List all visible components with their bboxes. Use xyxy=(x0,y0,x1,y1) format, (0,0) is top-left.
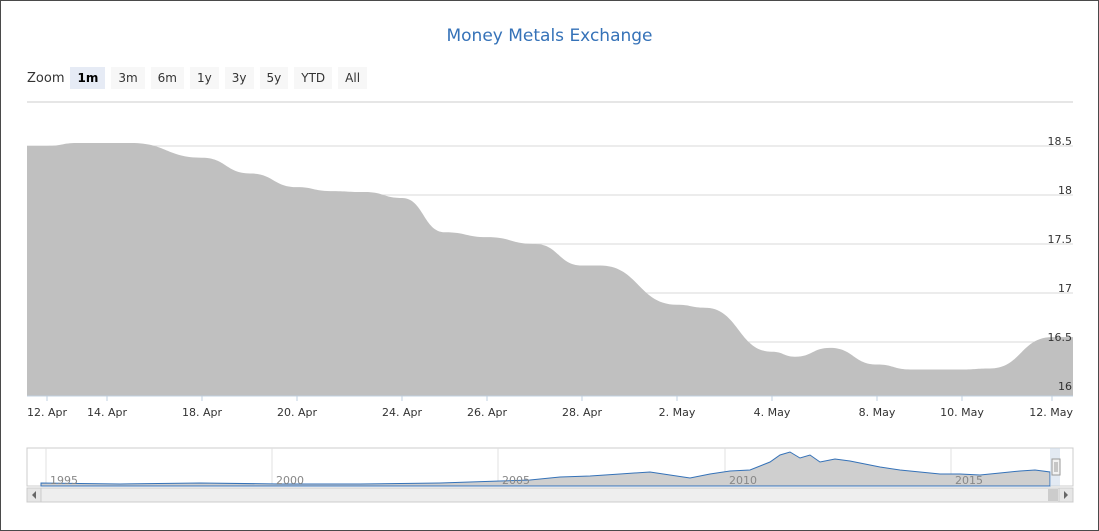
zoom-button-1m[interactable]: 1m xyxy=(70,67,106,89)
x-tick-label: 4. May xyxy=(754,406,791,419)
x-tick-label: 14. Apr xyxy=(87,406,127,419)
right-arrow-icon xyxy=(1064,491,1068,499)
x-tick-label: 20. Apr xyxy=(277,406,317,419)
x-tick-label: 28. Apr xyxy=(562,406,602,419)
navigator-year-label: 2005 xyxy=(502,474,530,487)
y-axis-ticks: 16 16.5 17 17.5 18 18.5 xyxy=(1048,135,1073,393)
x-tick-label: 12. May xyxy=(1029,406,1073,419)
x-tick-label: 2. May xyxy=(659,406,696,419)
zoom-button-all[interactable]: All xyxy=(338,67,368,89)
zoom-button-6m[interactable]: 6m xyxy=(150,67,184,89)
x-tick-label: 18. Apr xyxy=(182,406,222,419)
zoom-label: Zoom xyxy=(27,70,65,86)
scrollbar[interactable] xyxy=(26,487,1074,503)
navigator-year-label: 2000 xyxy=(276,474,304,487)
scrollbar-track[interactable] xyxy=(26,487,1074,503)
y-tick-label: 18 xyxy=(1058,184,1072,197)
zoom-button-5y[interactable]: 5y xyxy=(259,67,289,89)
y-tick-label: 18.5 xyxy=(1048,135,1073,148)
zoom-button-ytd[interactable]: YTD xyxy=(294,67,333,89)
navigator-handle[interactable] xyxy=(1051,458,1061,476)
zoom-button-3m[interactable]: 3m xyxy=(111,67,145,89)
navigator-labels: 1995 2000 2005 2010 2015 xyxy=(50,474,983,487)
navigator-year-label: 2010 xyxy=(729,474,757,487)
navigator-series xyxy=(40,451,1051,487)
chart-title: Money Metals Exchange xyxy=(446,26,653,46)
navigator-year-label: 1995 xyxy=(50,474,78,487)
x-tick-label: 24. Apr xyxy=(382,406,422,419)
x-tick-label: 8. May xyxy=(859,406,896,419)
navigator-year-label: 2015 xyxy=(955,474,983,487)
x-axis-ticks: 12. Apr 14. Apr 18. Apr 20. Apr 24. Apr 26. A… xyxy=(27,396,1073,419)
y-tick-label: 17 xyxy=(1058,282,1072,295)
x-tick-label: 12. Apr xyxy=(27,406,67,419)
zoom-button-3y[interactable]: 3y xyxy=(224,67,254,89)
x-tick-label: 10. May xyxy=(940,406,984,419)
x-tick-label: 26. Apr xyxy=(467,406,507,419)
navigator[interactable]: 1995 2000 2005 2010 2015 xyxy=(26,447,1074,487)
y-tick-label: 16 xyxy=(1058,380,1072,393)
zoom-controls: Zoom 1m 3m 6m 1y 3y 5y YTD All xyxy=(27,67,373,89)
price-area xyxy=(27,143,1073,396)
y-tick-label: 16.5 xyxy=(1048,331,1073,344)
y-tick-label: 17.5 xyxy=(1048,233,1073,246)
zoom-button-1y[interactable]: 1y xyxy=(190,67,219,89)
left-arrow-icon xyxy=(32,491,36,499)
scrollbar-thumb[interactable] xyxy=(1048,489,1058,501)
